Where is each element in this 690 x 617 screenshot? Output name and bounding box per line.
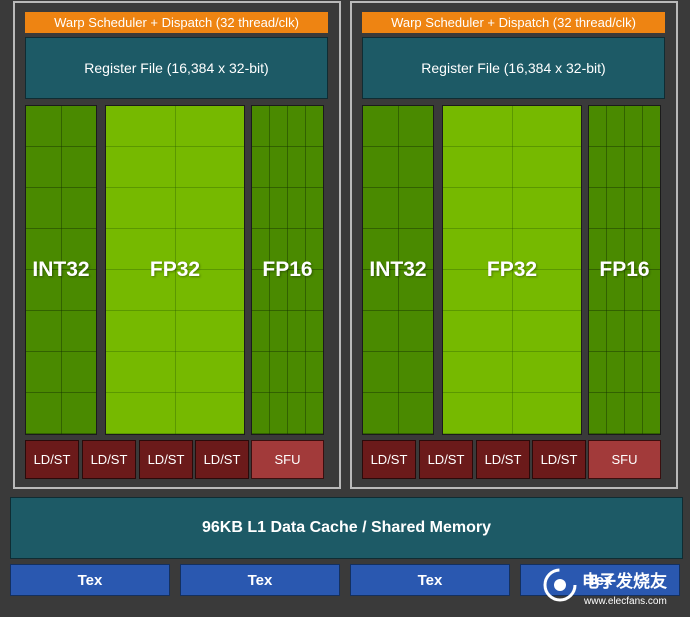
watermark-url: www.elecfans.com [584,596,667,607]
sm-partition-right: Warp Scheduler + Dispatch (32 thread/clk… [350,1,678,489]
register-file: Register File (16,384 x 32-bit) [362,37,665,99]
fp32-unit: FP32 [105,105,245,435]
ldst-unit: LD/ST [195,440,249,479]
tex-unit: Tex [350,564,510,596]
fp32-unit: FP32 [442,105,582,435]
sm-partition-left: Warp Scheduler + Dispatch (32 thread/clk… [13,1,341,489]
fp16-label: FP16 [262,258,313,281]
ldst-unit: LD/ST [25,440,79,479]
int32-label: INT32 [32,258,90,281]
int32-unit: INT32 [25,105,97,435]
warp-scheduler: Warp Scheduler + Dispatch (32 thread/clk… [362,12,665,33]
tex-unit: Tex [10,564,170,596]
ldst-unit: LD/ST [532,440,586,479]
register-file: Register File (16,384 x 32-bit) [25,37,328,99]
fp32-label: FP32 [149,258,201,281]
ldst-unit: LD/ST [419,440,473,479]
sfu-unit: SFU [588,440,661,479]
fp16-unit: FP16 [251,105,324,435]
watermark-brand: 电子发烧友 [582,572,667,591]
ldst-unit: LD/ST [139,440,193,479]
fp16-label: FP16 [599,258,650,281]
int32-label: INT32 [369,258,427,281]
sfu-unit: SFU [251,440,324,479]
ldst-unit: LD/ST [362,440,416,479]
int32-unit: INT32 [362,105,434,435]
ldst-unit: LD/ST [82,440,136,479]
ldst-unit: LD/ST [476,440,530,479]
warp-scheduler: Warp Scheduler + Dispatch (32 thread/clk… [25,12,328,33]
l1-data-cache: 96KB L1 Data Cache / Shared Memory [10,497,683,559]
watermark-icon [543,568,577,602]
tex-unit: Tex [180,564,340,596]
fp16-unit: FP16 [588,105,661,435]
watermark-logo: 电子发烧友 www.elecfans.com [540,563,690,611]
fp32-label: FP32 [486,258,538,281]
